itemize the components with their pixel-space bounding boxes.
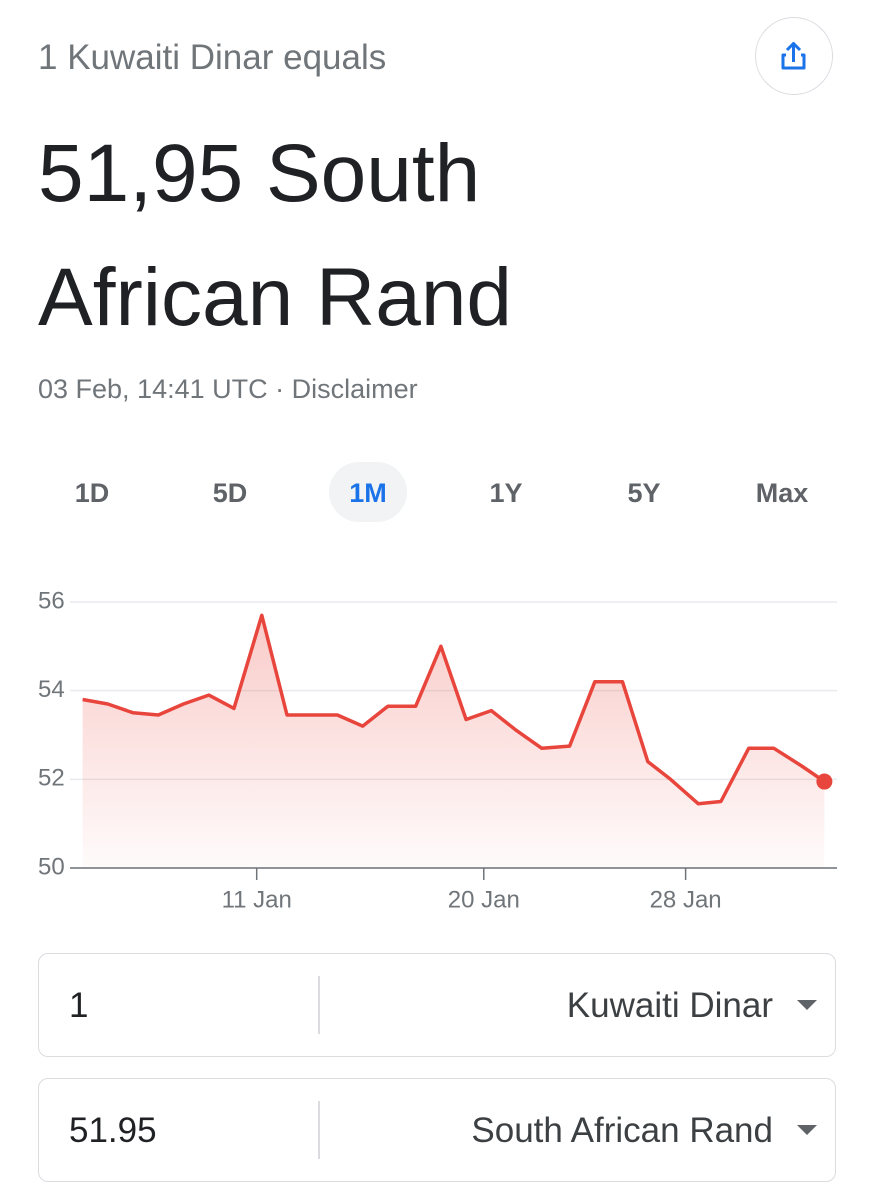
converter-row: 51.95 South African Rand — [38, 1078, 836, 1182]
divider — [318, 1101, 320, 1159]
meta: 03 Feb, 14:41 UTC · Disclaimer — [38, 374, 418, 405]
y-tick-label: 52 — [38, 765, 65, 792]
y-tick-label: 56 — [38, 587, 65, 614]
header-label: 1 Kuwaiti Dinar equals — [38, 38, 387, 77]
y-tick-label: 54 — [38, 676, 65, 703]
y-tick-label: 50 — [38, 853, 65, 880]
range-tab[interactable]: 1Y — [489, 478, 523, 508]
dropdown-arrow[interactable] — [797, 1125, 817, 1135]
range-tab[interactable]: 1D — [74, 478, 110, 508]
disclaimer-link[interactable]: Disclaimer — [291, 374, 418, 404]
range-tab[interactable]: 1M — [329, 462, 407, 522]
converter-row: 1 Kuwaiti Dinar — [38, 953, 836, 1057]
timestamp: 03 Feb, 14:41 UTC — [38, 374, 268, 404]
range-tabs: 1D 5D 1M 1Y 5Y Max — [23, 462, 851, 522]
currency-select[interactable]: Kuwaiti Dinar — [566, 986, 773, 1025]
range-tab[interactable]: 5D — [212, 478, 248, 508]
share-button[interactable] — [755, 17, 833, 95]
x-tick-label: 28 Jan — [650, 886, 722, 913]
divider — [318, 976, 320, 1034]
range-tab[interactable]: Max — [755, 478, 809, 508]
separator: · — [275, 374, 285, 404]
area — [82, 615, 825, 868]
chart: 50 52 54 56 11 Jan 20 Jan 28 Jan — [38, 587, 837, 913]
range-tab[interactable]: 5Y — [627, 478, 661, 508]
end-marker — [816, 773, 833, 790]
share-icon — [781, 42, 806, 70]
amount-input[interactable]: 51.95 — [69, 1111, 157, 1150]
x-tick-label: 20 Jan — [448, 886, 520, 913]
result-value: 51,95 South African Rand — [38, 128, 513, 343]
dropdown-arrow[interactable] — [797, 1000, 817, 1010]
x-tick-label: 11 Jan — [222, 886, 292, 913]
amount-input[interactable]: 1 — [69, 986, 89, 1025]
line — [82, 613, 826, 806]
currency-select[interactable]: South African Rand — [471, 1111, 773, 1150]
